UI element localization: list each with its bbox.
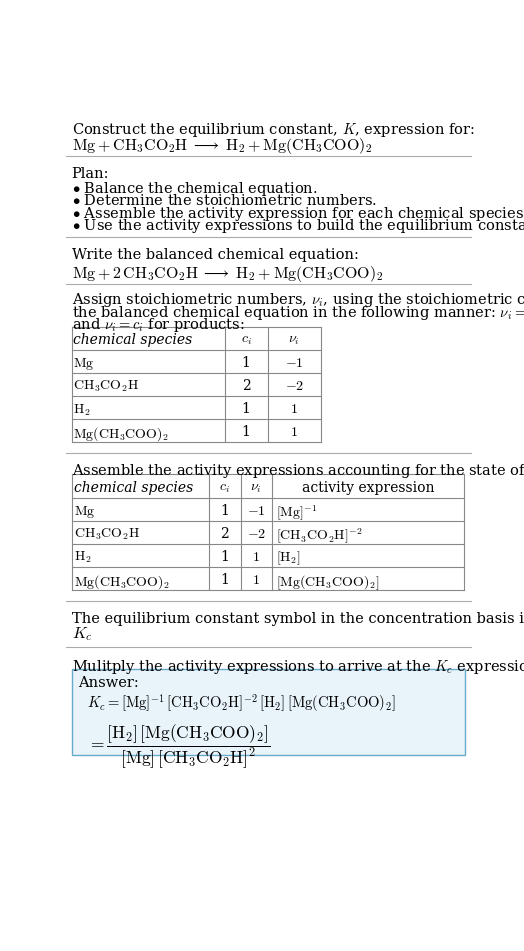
Text: 1: 1 (242, 425, 250, 439)
Text: $K_c$: $K_c$ (72, 626, 92, 643)
Text: $[\mathrm{Mg(CH_3COO)_2}]$: $[\mathrm{Mg(CH_3COO)_2}]$ (276, 573, 379, 592)
Text: $\mathrm{CH_3CO_2H}$: $\mathrm{CH_3CO_2H}$ (74, 527, 140, 542)
Text: $[\mathrm{CH_3CO_2H}]^{-2}$: $[\mathrm{CH_3CO_2H}]^{-2}$ (276, 527, 363, 546)
Text: activity expression: activity expression (301, 480, 434, 495)
Text: Plan:: Plan: (72, 167, 109, 182)
Text: 1: 1 (220, 573, 229, 587)
Text: and $\nu_i = c_i$ for products:: and $\nu_i = c_i$ for products: (72, 316, 244, 334)
Text: $\nu_i$: $\nu_i$ (250, 480, 262, 495)
Text: The equilibrium constant symbol in the concentration basis is:: The equilibrium constant symbol in the c… (72, 611, 524, 626)
Text: Construct the equilibrium constant, $K$, expression for:: Construct the equilibrium constant, $K$,… (72, 121, 475, 139)
Text: $\mathrm{Mg(CH_3COO)_2}$: $\mathrm{Mg(CH_3COO)_2}$ (74, 573, 170, 591)
Text: $\bullet$ Determine the stoichiometric numbers.: $\bullet$ Determine the stoichiometric n… (72, 193, 377, 207)
Text: $1$: $1$ (252, 573, 260, 587)
Text: $-1$: $-1$ (247, 504, 266, 517)
Text: $\bullet$ Use the activity expressions to build the equilibrium constant express: $\bullet$ Use the activity expressions t… (72, 217, 524, 235)
FancyBboxPatch shape (72, 669, 465, 755)
Text: 2: 2 (242, 379, 250, 393)
Text: $K_c = [\mathrm{Mg}]^{-1}\,[\mathrm{CH_3CO_2H}]^{-2}\,[\mathrm{H_2}]\,[\mathrm{M: $K_c = [\mathrm{Mg}]^{-1}\,[\mathrm{CH_3… (87, 691, 396, 713)
Text: chemical species: chemical species (73, 333, 192, 347)
Text: the balanced chemical equation in the following manner: $\nu_i = -c_i$ for react: the balanced chemical equation in the fo… (72, 303, 524, 321)
Text: Assemble the activity expressions accounting for the state of matter and $\nu_i$: Assemble the activity expressions accoun… (72, 462, 524, 480)
Text: Mulitply the activity expressions to arrive at the $K_c$ expression:: Mulitply the activity expressions to arr… (72, 658, 524, 676)
Text: $\mathrm{H_2}$: $\mathrm{H_2}$ (73, 402, 91, 417)
Text: $\mathrm{CH_3CO_2H}$: $\mathrm{CH_3CO_2H}$ (73, 379, 139, 395)
Text: 2: 2 (220, 527, 229, 541)
Text: Write the balanced chemical equation:: Write the balanced chemical equation: (72, 248, 358, 262)
Text: $\bullet$ Balance the chemical equation.: $\bullet$ Balance the chemical equation. (72, 181, 317, 199)
Text: Assign stoichiometric numbers, $\nu_i$, using the stoichiometric coefficients, $: Assign stoichiometric numbers, $\nu_i$, … (72, 291, 524, 309)
Text: $-1$: $-1$ (285, 356, 303, 370)
Text: 1: 1 (242, 402, 250, 417)
Text: $\mathrm{Mg + 2\,CH_3CO_2H} \;\longrightarrow\; \mathrm{H_2 + Mg(CH_3COO)_2}$: $\mathrm{Mg + 2\,CH_3CO_2H} \;\longright… (72, 263, 383, 283)
Text: $\mathrm{Mg + CH_3CO_2H} \;\longrightarrow\; \mathrm{H_2 + Mg(CH_3COO)_2}$: $\mathrm{Mg + CH_3CO_2H} \;\longrightarr… (72, 136, 373, 157)
Text: 1: 1 (220, 504, 229, 517)
Text: $[\mathrm{H_2}]$: $[\mathrm{H_2}]$ (276, 550, 301, 568)
Text: $-2$: $-2$ (247, 527, 266, 541)
Text: $1$: $1$ (290, 425, 298, 439)
Text: $c_i$: $c_i$ (219, 480, 230, 495)
Text: $\mathrm{Mg}$: $\mathrm{Mg}$ (73, 356, 95, 372)
Text: $c_i$: $c_i$ (241, 333, 252, 347)
Text: $= \dfrac{[\mathrm{H_2}]\,[\mathrm{Mg(CH_3COO)_2}]}{[\mathrm{Mg}]\,[\mathrm{CH_3: $= \dfrac{[\mathrm{H_2}]\,[\mathrm{Mg(CH… (87, 723, 271, 770)
Text: Answer:: Answer: (78, 676, 139, 690)
Text: $[\mathrm{Mg}]^{-1}$: $[\mathrm{Mg}]^{-1}$ (276, 504, 318, 523)
Text: 1: 1 (242, 356, 250, 370)
Text: $\mathrm{Mg}$: $\mathrm{Mg}$ (74, 504, 95, 520)
Text: $\mathrm{H_2}$: $\mathrm{H_2}$ (74, 550, 91, 565)
Text: chemical species: chemical species (74, 480, 193, 495)
Text: $-2$: $-2$ (285, 379, 304, 393)
Text: 1: 1 (220, 550, 229, 564)
Text: $\nu_i$: $\nu_i$ (288, 333, 300, 347)
Text: $1$: $1$ (290, 402, 298, 417)
Text: $\bullet$ Assemble the activity expression for each chemical species.: $\bullet$ Assemble the activity expressi… (72, 205, 524, 223)
Text: $\mathrm{Mg(CH_3COO)_2}$: $\mathrm{Mg(CH_3COO)_2}$ (73, 425, 169, 443)
Text: $1$: $1$ (252, 550, 260, 564)
